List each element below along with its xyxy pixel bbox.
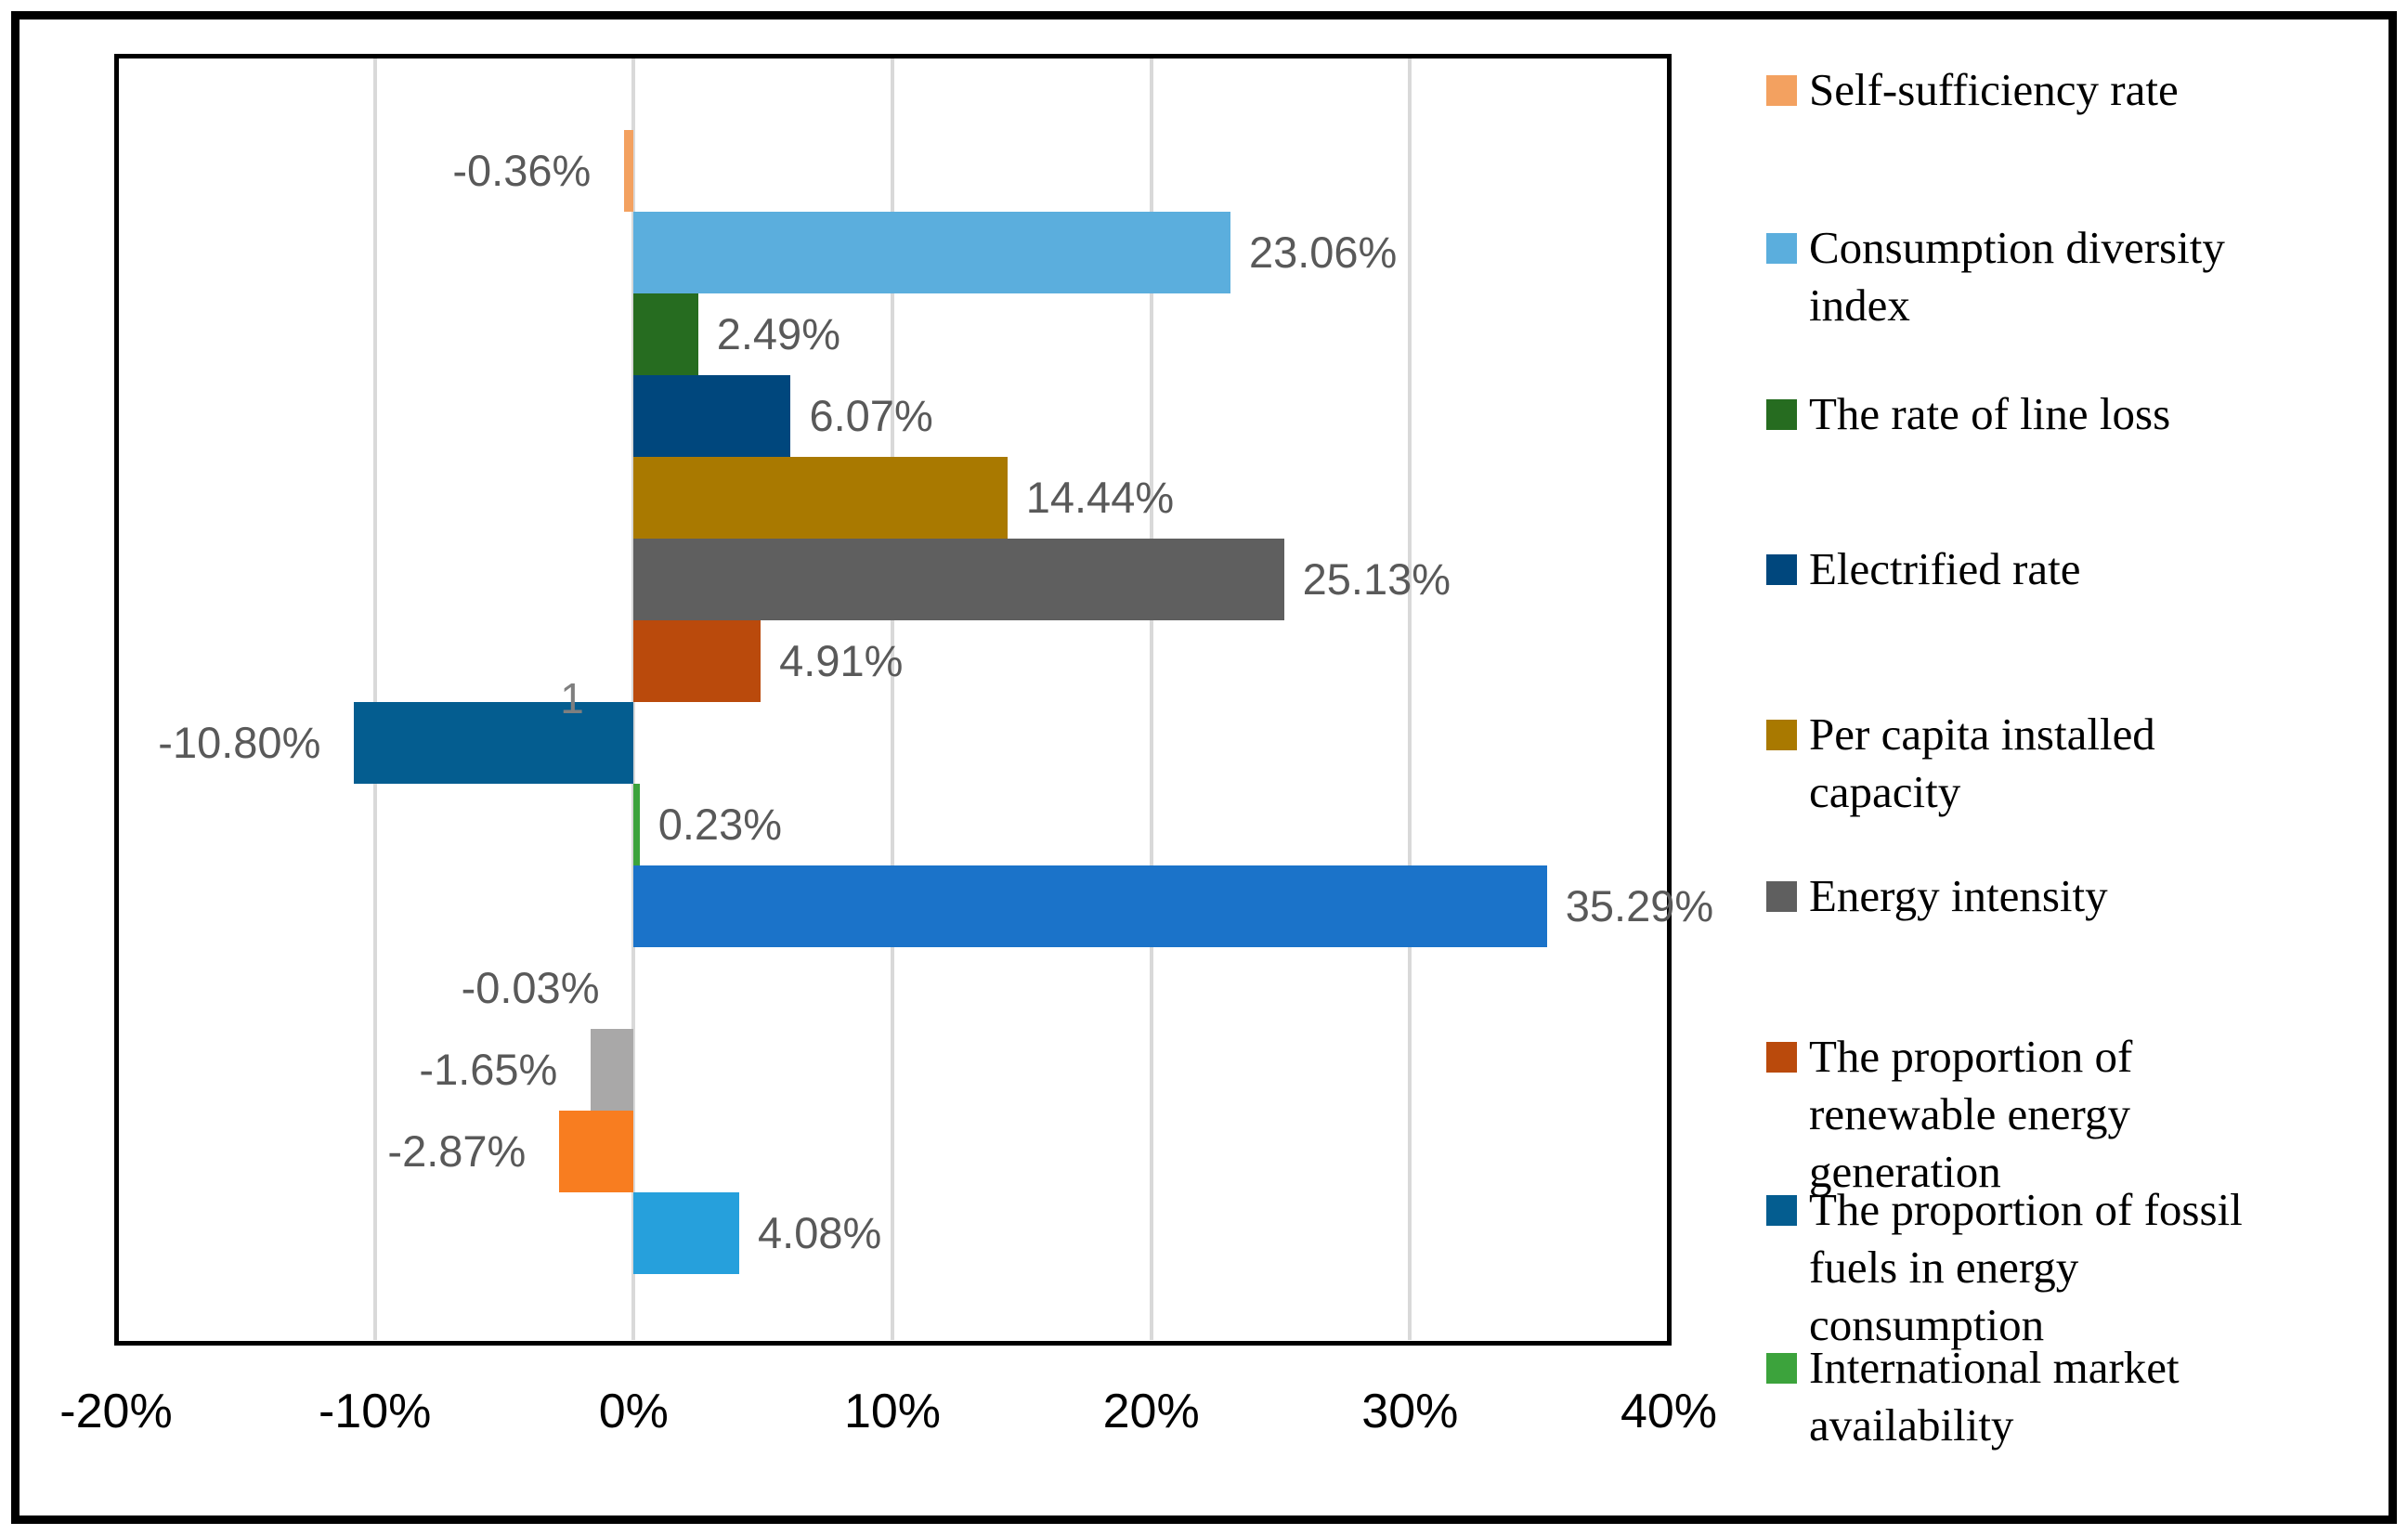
- value-label-electrified-rate: 6.07%: [809, 391, 933, 440]
- legend-label-line: generation: [1809, 1146, 2001, 1197]
- value-label-energy-intensity: 25.13%: [1302, 554, 1451, 604]
- value-label-the-proportion-of-fossil-fuels-in-energy-consumption: -10.80%: [158, 718, 321, 767]
- legend-label: Self-sufficiency rate: [1809, 61, 2403, 119]
- value-label-the-rate-of-line-loss: 2.49%: [716, 309, 840, 358]
- gridline-20: [1149, 59, 1153, 1340]
- bar-per-capita-installed-capacity: [633, 457, 1008, 539]
- legend-label: The proportion of renewable energy generat…: [1809, 1028, 2403, 1201]
- legend-item-energy-intensity: Energy intensity: [1766, 867, 2403, 925]
- legend-item-international-market-availability: International market availability: [1766, 1339, 2403, 1454]
- legend-label-line: capacity: [1809, 766, 1961, 817]
- bar-series-14: [633, 1192, 740, 1274]
- bar-the-rate-of-line-loss: [633, 293, 698, 375]
- x-axis-tick-10pct: 10%: [843, 1385, 942, 1438]
- legend-swatch-self-sufficiency-rate: [1766, 75, 1797, 106]
- legend-label: Electrified rate: [1809, 540, 2403, 598]
- legend-label-line: index: [1809, 280, 1910, 331]
- legend: Self-sufficiency rate Consumption diversi…: [1766, 0, 2405, 1535]
- x-axis-tick-30pct: 30%: [1361, 1385, 1459, 1438]
- value-label-self-sufficiency-rate: -0.36%: [452, 146, 592, 195]
- legend-label-line: Per capita installed: [1809, 709, 2155, 760]
- legend-label-line: availability: [1809, 1399, 2014, 1450]
- value-label-consumption-diversity-index: 23.06%: [1248, 228, 1398, 277]
- value-label-series-14: 4.08%: [758, 1208, 882, 1257]
- legend-item-electrified-rate: Electrified rate: [1766, 540, 2403, 598]
- bar-series-10: [633, 865, 1547, 947]
- legend-label-line: Electrified rate: [1809, 543, 2081, 594]
- legend-item-the-proportion-of-renewable-energy-generation: The proportion of renewable energy generat…: [1766, 1028, 2403, 1201]
- legend-label-line: fuels in energy: [1809, 1242, 2079, 1293]
- legend-label-line: The rate of line loss: [1809, 388, 2171, 439]
- legend-label-line: Consumption diversity: [1809, 222, 2225, 273]
- x-axis-tick-10pct: -10%: [318, 1385, 432, 1438]
- value-label-international-market-availability: 0.23%: [657, 800, 783, 849]
- x-axis-tick-20pct: -20%: [59, 1385, 173, 1438]
- legend-swatch-the-proportion-of-renewable-energy-generation: [1766, 1042, 1797, 1073]
- legend-label-line: International market: [1809, 1342, 2180, 1393]
- legend-label: The rate of line loss: [1809, 385, 2403, 443]
- bar-series-12: [591, 1029, 634, 1111]
- bar-the-proportion-of-renewable-energy-generation: [633, 620, 761, 702]
- value-label-series-12: -1.65%: [419, 1045, 558, 1094]
- legend-label-line: The proportion of fossil: [1809, 1184, 2243, 1235]
- legend-swatch-consumption-diversity-index: [1766, 233, 1797, 264]
- legend-swatch-energy-intensity: [1766, 881, 1797, 912]
- x-axis-tick-0pct: 0%: [598, 1385, 669, 1438]
- legend-label-line: The proportion of: [1809, 1031, 2133, 1082]
- legend-item-the-proportion-of-fossil-fuels-in-energy-consumption: The proportion of fossil fuels in energy c…: [1766, 1181, 2403, 1354]
- value-label-series-11: -0.03%: [461, 963, 600, 1012]
- legend-label-line: Self-sufficiency rate: [1809, 64, 2179, 115]
- legend-label-line: Energy intensity: [1809, 870, 2108, 921]
- legend-swatch-the-rate-of-line-loss: [1766, 399, 1797, 430]
- x-axis-tick-40pct: 40%: [1620, 1385, 1718, 1438]
- value-label-series-13: -2.87%: [387, 1126, 527, 1176]
- legend-label: The proportion of fossil fuels in energy c…: [1809, 1181, 2403, 1354]
- value-label-the-proportion-of-renewable-energy-generation: 4.91%: [779, 636, 904, 685]
- gridline-30: [1408, 59, 1412, 1340]
- value-label-series-10: 35.29%: [1565, 881, 1714, 930]
- legend-item-per-capita-installed-capacity: Per capita installed capacity: [1766, 706, 2403, 821]
- legend-label: Consumption diversity index: [1809, 219, 2403, 334]
- bar-international-market-availability: [633, 784, 640, 865]
- bar-consumption-diversity-index: [633, 212, 1230, 293]
- legend-item-self-sufficiency-rate: Self-sufficiency rate: [1766, 61, 2403, 119]
- legend-swatch-electrified-rate: [1766, 554, 1797, 585]
- legend-label: Per capita installed capacity: [1809, 706, 2403, 821]
- gridline-10: [891, 59, 894, 1340]
- x-axis-tick-20pct: 20%: [1102, 1385, 1200, 1438]
- legend-label: Energy intensity: [1809, 867, 2403, 925]
- bar-self-sufficiency-rate: [624, 130, 634, 212]
- legend-item-consumption-diversity-index: Consumption diversity index: [1766, 219, 2403, 334]
- bar-electrified-rate: [633, 375, 791, 457]
- gridline--10: [372, 59, 377, 1340]
- category-axis-label: 1: [560, 674, 584, 722]
- bar-the-proportion-of-fossil-fuels-in-energy-consumption: [354, 702, 634, 784]
- legend-label: International market availability: [1809, 1339, 2403, 1454]
- legend-swatch-international-market-availability: [1766, 1353, 1797, 1384]
- legend-label-line: consumption: [1809, 1299, 2045, 1350]
- legend-swatch-the-proportion-of-fossil-fuels-in-energy-consumption: [1766, 1195, 1797, 1226]
- legend-item-the-rate-of-line-loss: The rate of line loss: [1766, 385, 2403, 443]
- bar-energy-intensity: [633, 539, 1284, 620]
- legend-swatch-per-capita-installed-capacity: [1766, 720, 1797, 750]
- value-label-per-capita-installed-capacity: 14.44%: [1025, 473, 1175, 522]
- legend-label-line: renewable energy: [1809, 1088, 2130, 1139]
- bar-series-13: [559, 1111, 634, 1192]
